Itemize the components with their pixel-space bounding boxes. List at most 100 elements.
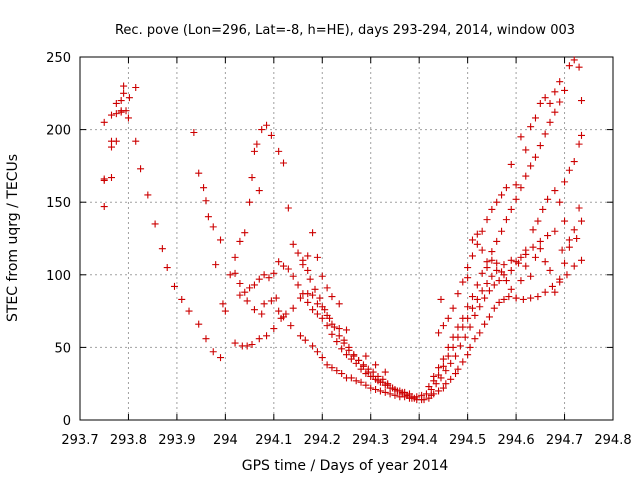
- data-point-marker: [498, 268, 506, 276]
- data-point-marker: [435, 371, 443, 379]
- data-point-marker: [529, 243, 537, 251]
- data-point-marker: [444, 343, 452, 351]
- data-point-marker: [250, 281, 258, 289]
- x-tick-label: 293.9: [158, 433, 195, 448]
- data-point-marker: [570, 56, 578, 64]
- data-point-marker: [163, 264, 171, 272]
- data-point-marker: [343, 326, 350, 334]
- data-point-marker: [335, 332, 343, 340]
- data-point-marker: [137, 165, 145, 173]
- data-point-marker: [439, 355, 447, 363]
- data-point-marker: [561, 86, 569, 94]
- data-point-marker: [202, 197, 210, 205]
- data-point-marker: [364, 368, 372, 376]
- data-point-marker: [556, 198, 564, 206]
- data-point-marker: [260, 300, 268, 308]
- data-point-marker: [347, 355, 355, 363]
- data-point-marker: [158, 245, 166, 253]
- data-point-marker: [367, 384, 375, 392]
- data-point-marker: [456, 342, 464, 350]
- data-point-marker: [379, 378, 387, 386]
- data-point-marker: [464, 264, 472, 272]
- data-point-marker: [258, 310, 266, 318]
- data-point-marker: [575, 204, 583, 212]
- data-point-marker: [323, 361, 331, 369]
- data-point-marker: [313, 310, 321, 318]
- data-point-marker: [476, 303, 484, 311]
- data-point-marker: [318, 314, 326, 322]
- data-point-marker: [444, 314, 452, 322]
- data-point-marker: [309, 306, 317, 314]
- data-point-marker: [551, 108, 559, 116]
- data-point-marker: [381, 368, 389, 376]
- data-point-marker: [289, 240, 297, 248]
- y-tick-label: 150: [46, 196, 71, 211]
- y-tick-label: 50: [54, 341, 71, 356]
- data-point-marker: [551, 187, 559, 195]
- data-point-marker: [280, 159, 288, 167]
- data-point-marker: [481, 320, 489, 328]
- data-point-marker: [531, 153, 539, 161]
- data-point-marker: [459, 358, 467, 366]
- data-point-marker: [294, 281, 302, 289]
- data-point-marker: [178, 295, 186, 303]
- data-point-marker: [270, 325, 278, 333]
- data-point-marker: [241, 229, 249, 237]
- data-point-marker: [250, 147, 258, 155]
- data-point-marker: [527, 272, 535, 280]
- data-point-marker: [296, 294, 304, 302]
- data-point-marker: [430, 390, 438, 398]
- data-point-marker: [435, 329, 443, 337]
- data-point-marker: [437, 295, 445, 303]
- data-point-marker: [473, 230, 481, 238]
- x-tick-label: 293.8: [110, 433, 147, 448]
- data-point-marker: [517, 253, 525, 261]
- data-point-marker: [493, 266, 501, 274]
- data-point-marker: [190, 129, 198, 137]
- data-point-marker: [452, 370, 460, 378]
- data-point-marker: [478, 227, 486, 235]
- data-point-marker: [502, 277, 510, 285]
- data-point-marker: [376, 387, 384, 395]
- data-point-marker: [561, 178, 569, 186]
- data-point-marker: [226, 271, 234, 279]
- data-point-marker: [372, 361, 380, 369]
- data-point-marker: [570, 226, 578, 234]
- data-point-marker: [522, 262, 530, 270]
- data-point-marker: [534, 217, 542, 225]
- data-point-marker: [447, 359, 455, 367]
- data-point-marker: [527, 123, 535, 131]
- data-point-marker: [299, 256, 307, 264]
- data-point-marker: [449, 304, 457, 312]
- data-point-marker: [374, 377, 382, 385]
- data-point-marker: [243, 297, 251, 305]
- data-point-marker: [355, 356, 363, 364]
- data-point-marker: [541, 94, 549, 102]
- data-point-marker: [236, 280, 244, 288]
- chart-title: Rec. pove (Lon=296, Lat=-8, h=HE), days …: [115, 23, 575, 38]
- data-point-marker: [333, 367, 341, 375]
- data-point-marker: [204, 213, 212, 221]
- data-point-marker: [318, 272, 326, 280]
- data-point-marker: [546, 99, 554, 107]
- data-point-marker: [502, 216, 510, 224]
- data-point-marker: [490, 281, 498, 289]
- data-point-marker: [459, 314, 467, 322]
- x-axis-label: GPS time / Days of year 2014: [242, 458, 449, 474]
- data-point-marker: [282, 310, 290, 318]
- data-point-marker: [359, 362, 367, 370]
- data-point-marker: [454, 323, 462, 331]
- data-point-marker: [202, 335, 210, 343]
- data-point-marker: [464, 274, 472, 282]
- data-point-marker: [468, 236, 476, 244]
- data-point-marker: [485, 313, 493, 321]
- data-point-marker: [539, 205, 547, 213]
- data-point-marker: [495, 277, 503, 285]
- data-point-marker: [459, 278, 467, 286]
- data-point-marker: [243, 342, 251, 350]
- data-point-marker: [473, 240, 481, 248]
- grid-lines: [80, 57, 613, 420]
- data-point-marker: [100, 203, 108, 211]
- data-point-marker: [304, 298, 312, 306]
- data-point-marker: [512, 181, 520, 189]
